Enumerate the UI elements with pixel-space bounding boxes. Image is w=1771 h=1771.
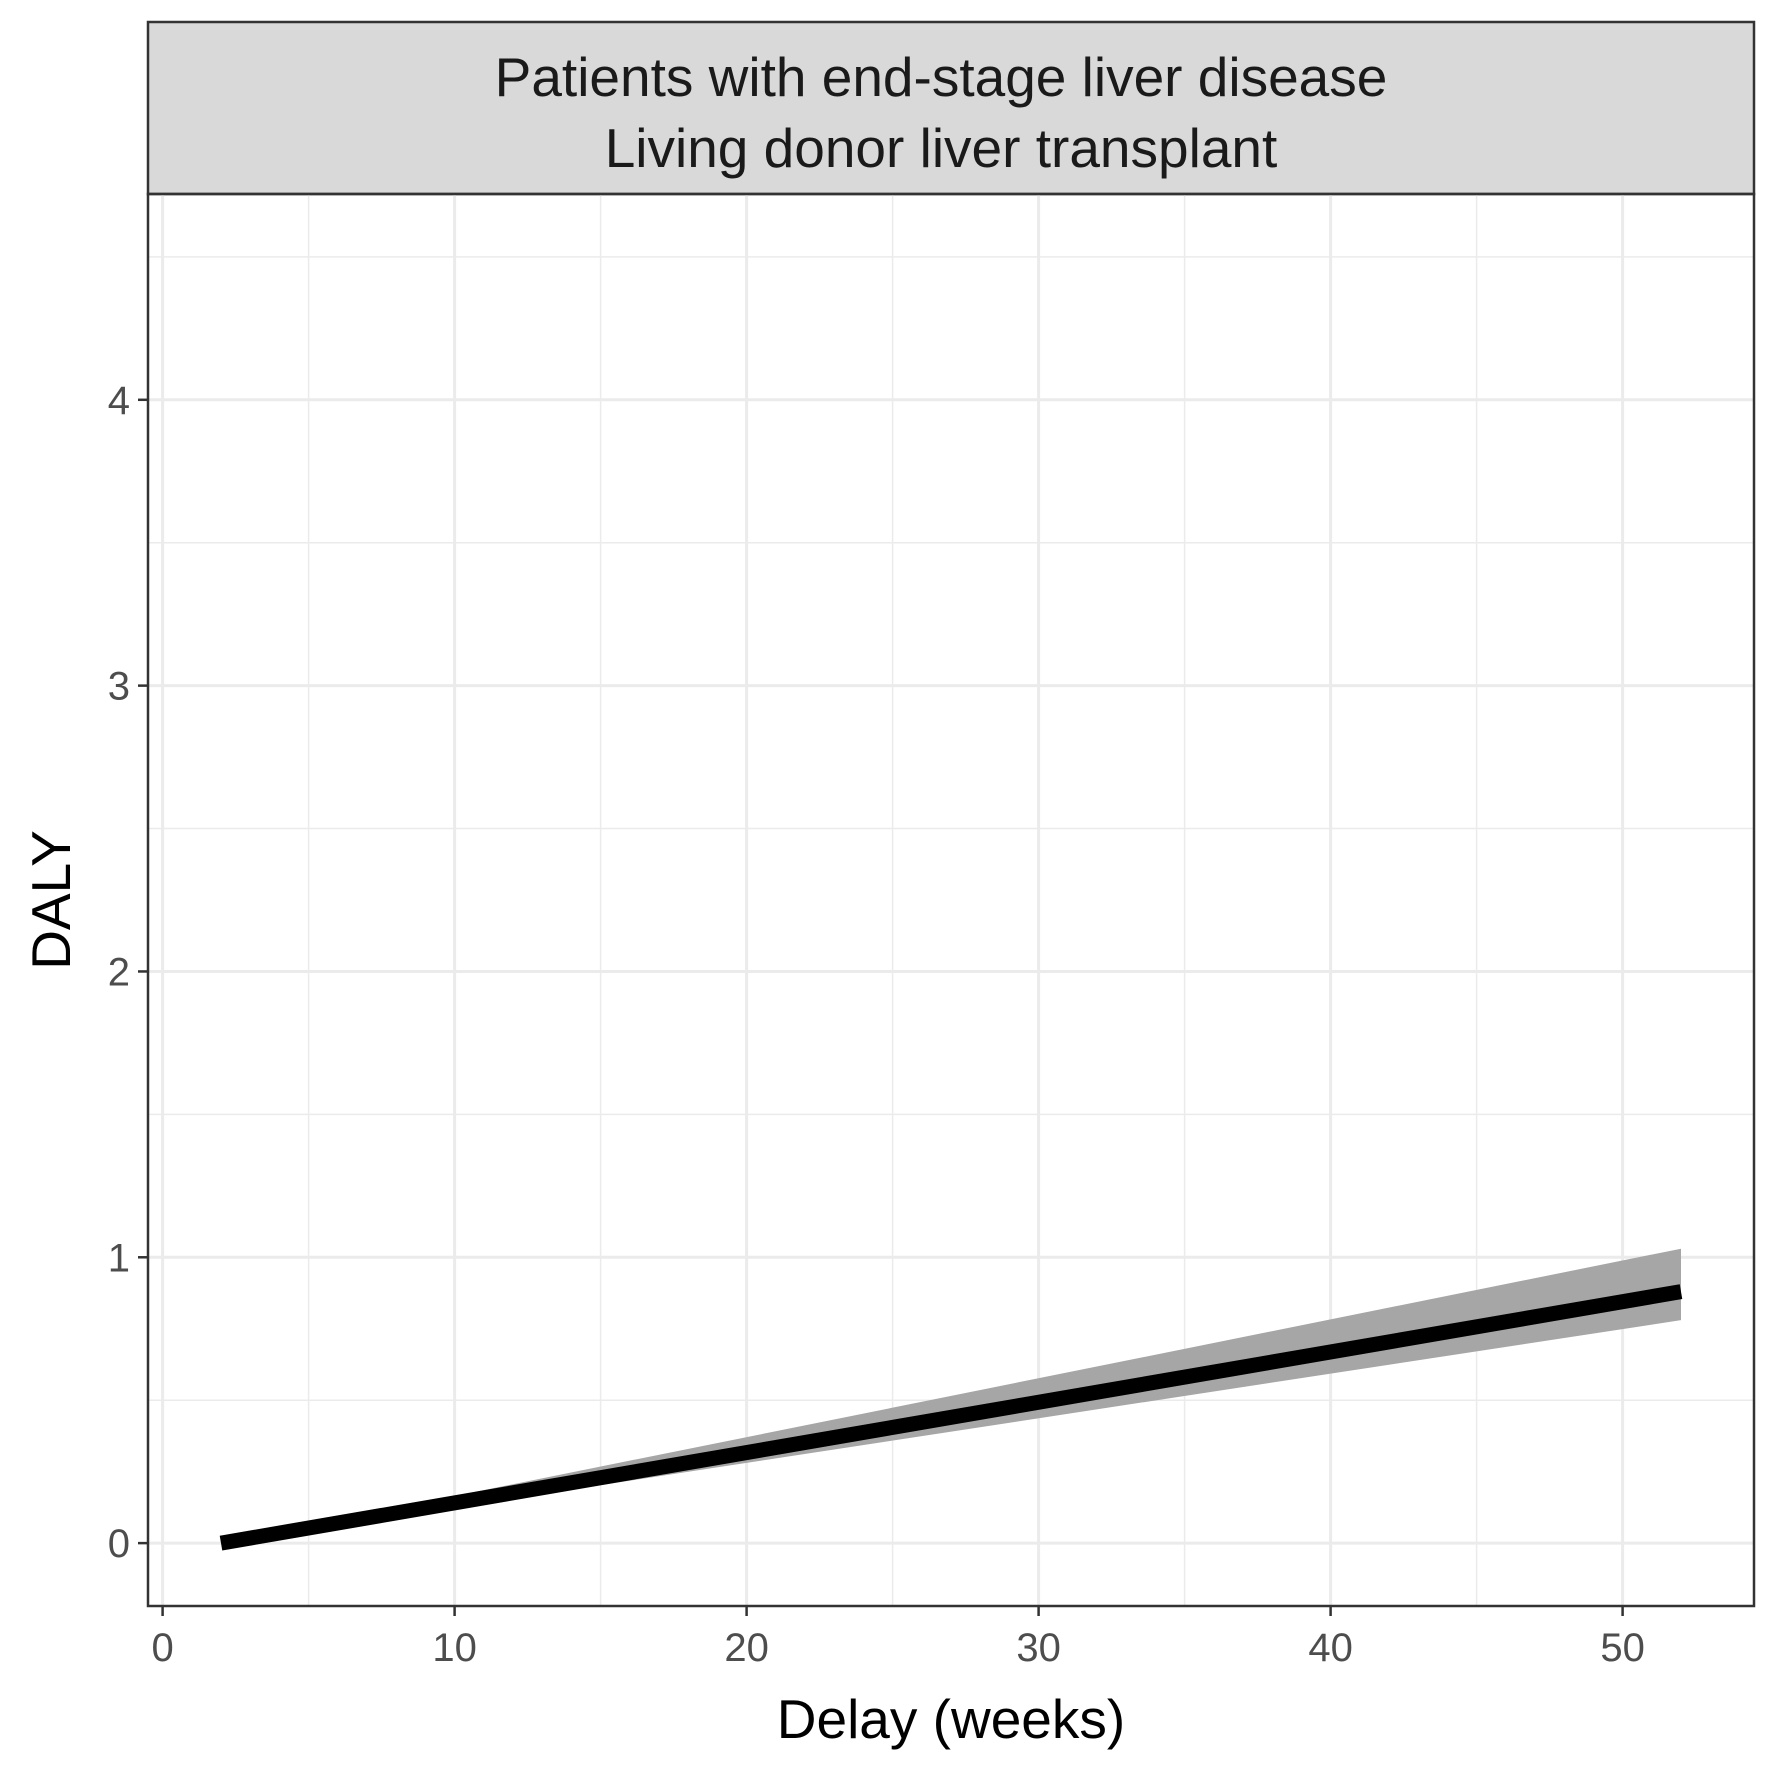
y-tick-label: 4: [108, 379, 130, 423]
y-axis: 0 1 2 3 4: [108, 379, 148, 1566]
plot-panel-border: [146, 192, 1756, 1608]
x-tick-label: 20: [724, 1626, 769, 1670]
y-tick-label: 2: [108, 950, 130, 994]
y-axis-title: DALY: [20, 830, 82, 970]
x-tick-label: 50: [1600, 1626, 1645, 1670]
strip-title-line-1: Patients with end-stage liver disease: [495, 46, 1388, 108]
x-axis: 0 10 20 30 40 50: [151, 1606, 1645, 1670]
grid-minor: [148, 194, 1754, 1606]
strip-title-line-2: Living donor liver transplant: [605, 117, 1278, 179]
strip-background: [146, 20, 1756, 196]
y-tick-label: 1: [108, 1236, 130, 1280]
x-tick-label: 10: [432, 1626, 477, 1670]
grid-major: [148, 194, 1754, 1606]
series-lines: [219, 1284, 1683, 1551]
x-axis-title: Delay (weeks): [777, 1688, 1125, 1750]
daly-line: [219, 1284, 1683, 1551]
y-tick-label: 0: [108, 1522, 130, 1566]
y-tick-label: 3: [108, 665, 130, 709]
ribbons: [221, 1248, 1681, 1544]
x-tick-label: 40: [1308, 1626, 1353, 1670]
x-tick-label: 30: [1016, 1626, 1061, 1670]
confidence-ribbon: [221, 1248, 1681, 1544]
x-tick-label: 0: [151, 1626, 173, 1670]
